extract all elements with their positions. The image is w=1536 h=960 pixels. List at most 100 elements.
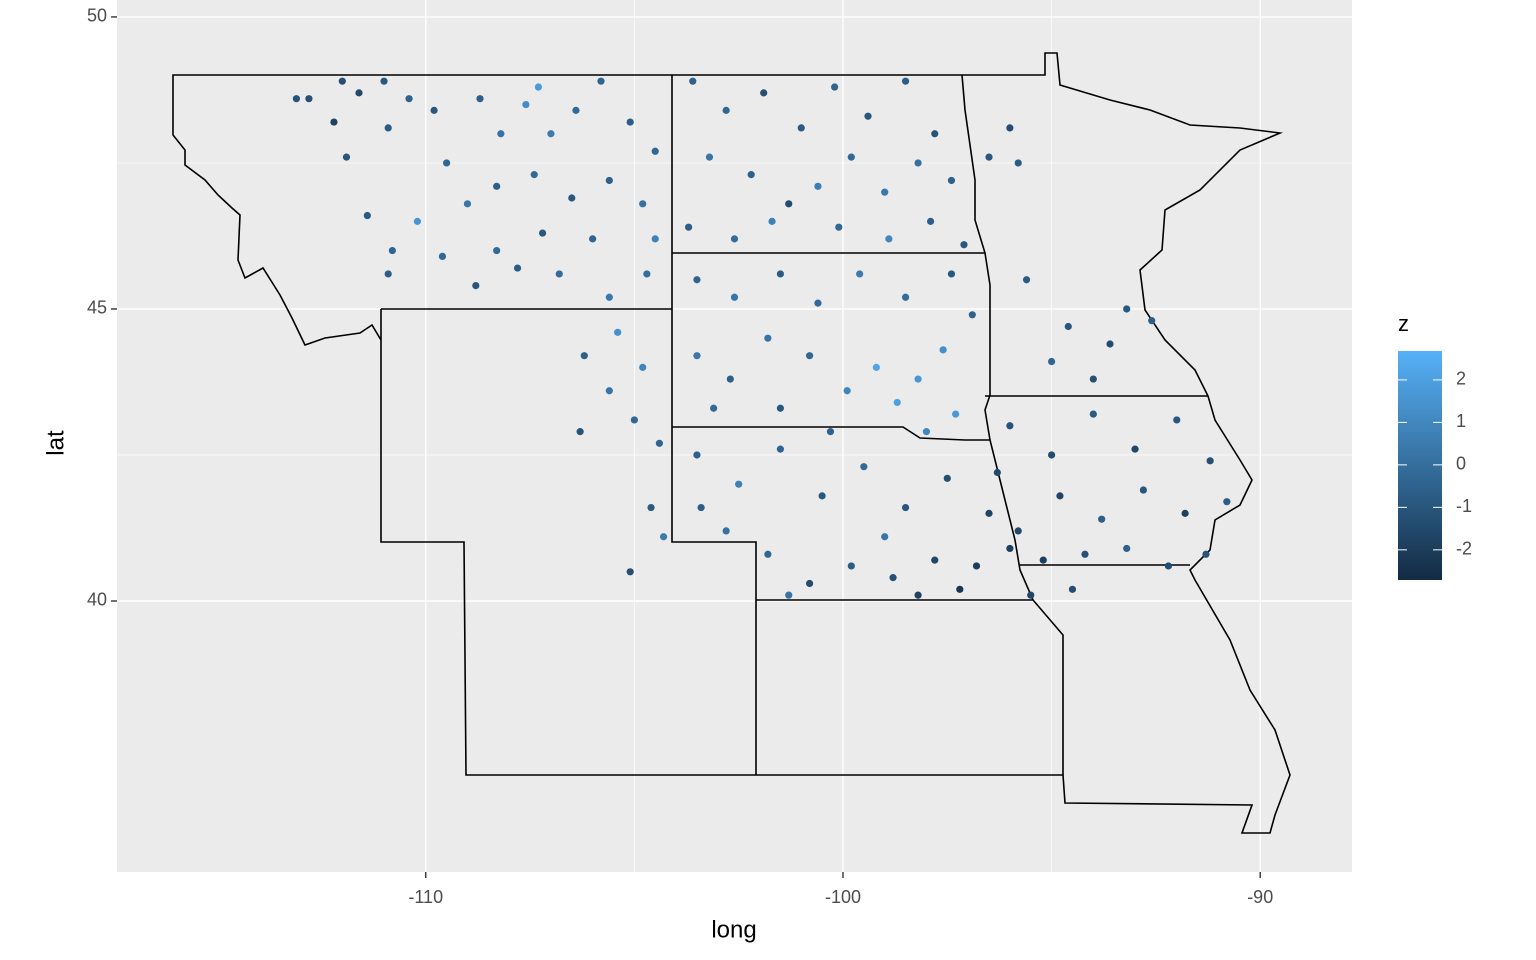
point — [889, 574, 897, 582]
point — [818, 492, 826, 500]
legend-label: -1 — [1456, 496, 1472, 516]
point — [555, 270, 563, 278]
point — [605, 293, 613, 301]
point — [342, 153, 351, 161]
point — [639, 363, 647, 371]
point — [1006, 124, 1014, 132]
point — [960, 241, 968, 249]
point — [568, 194, 576, 202]
point — [1223, 498, 1231, 506]
point — [993, 468, 1001, 477]
point — [847, 562, 855, 570]
point — [626, 118, 634, 126]
point — [1039, 556, 1047, 564]
point — [472, 282, 480, 290]
point — [534, 83, 543, 91]
point — [463, 200, 472, 208]
point — [985, 153, 993, 161]
point — [330, 118, 338, 126]
point — [901, 503, 910, 512]
point — [1027, 591, 1035, 599]
state-borders — [172, 52, 1291, 834]
colorbar — [1398, 351, 1442, 580]
point — [952, 410, 960, 418]
point — [814, 182, 822, 190]
point — [693, 352, 701, 360]
y-axis-title: lat — [42, 430, 69, 456]
point — [939, 346, 947, 354]
point — [576, 428, 584, 436]
point — [881, 188, 889, 196]
point — [776, 404, 784, 412]
y-tick-label: 45 — [87, 298, 107, 318]
y-tick-label: 50 — [87, 6, 107, 26]
point — [847, 153, 855, 161]
point — [363, 211, 371, 220]
point — [856, 270, 864, 278]
x-tick-label: -90 — [1247, 887, 1273, 907]
point — [522, 100, 530, 109]
point — [1006, 544, 1014, 553]
point — [1202, 550, 1210, 558]
point — [547, 130, 555, 138]
point — [968, 311, 976, 319]
panel — [117, 0, 1352, 872]
point — [943, 474, 951, 482]
point — [430, 106, 438, 114]
point — [697, 503, 705, 512]
point — [747, 171, 755, 179]
point — [1006, 422, 1014, 430]
point — [530, 171, 538, 179]
x-axis-title: long — [711, 916, 756, 943]
point — [1089, 410, 1097, 418]
point — [1164, 562, 1173, 570]
point — [493, 246, 501, 255]
point — [1081, 550, 1089, 558]
point — [1106, 340, 1114, 348]
point — [835, 223, 843, 231]
point — [806, 579, 814, 588]
legend-label: 1 — [1456, 411, 1466, 431]
point — [1148, 317, 1156, 325]
point — [901, 293, 910, 301]
point — [914, 159, 922, 167]
point — [476, 95, 484, 103]
point — [685, 223, 693, 231]
point — [1064, 322, 1072, 331]
point — [893, 398, 901, 407]
point — [651, 147, 659, 155]
point — [614, 328, 622, 336]
point — [931, 556, 939, 564]
point — [693, 276, 701, 284]
legend-label: 2 — [1456, 369, 1466, 389]
point — [589, 235, 597, 243]
point — [860, 463, 868, 471]
point — [338, 77, 346, 85]
point — [1131, 445, 1139, 453]
point — [705, 153, 714, 161]
point — [864, 112, 872, 120]
point — [768, 217, 776, 225]
point — [1173, 416, 1181, 424]
point — [722, 527, 730, 535]
point — [388, 246, 396, 255]
point — [1123, 305, 1131, 313]
point — [572, 106, 580, 114]
point — [305, 95, 313, 103]
point — [1022, 276, 1031, 284]
point — [764, 550, 772, 558]
point — [405, 95, 413, 103]
point — [914, 375, 922, 383]
point — [831, 83, 839, 91]
point — [914, 591, 922, 599]
point — [1139, 486, 1147, 494]
point — [730, 293, 739, 301]
point — [785, 591, 793, 599]
point — [659, 533, 668, 541]
point — [493, 182, 501, 190]
point — [726, 375, 734, 383]
point — [630, 416, 638, 424]
legend-label: 0 — [1456, 454, 1466, 474]
x-tick-label: -100 — [825, 887, 861, 907]
point — [605, 176, 613, 185]
